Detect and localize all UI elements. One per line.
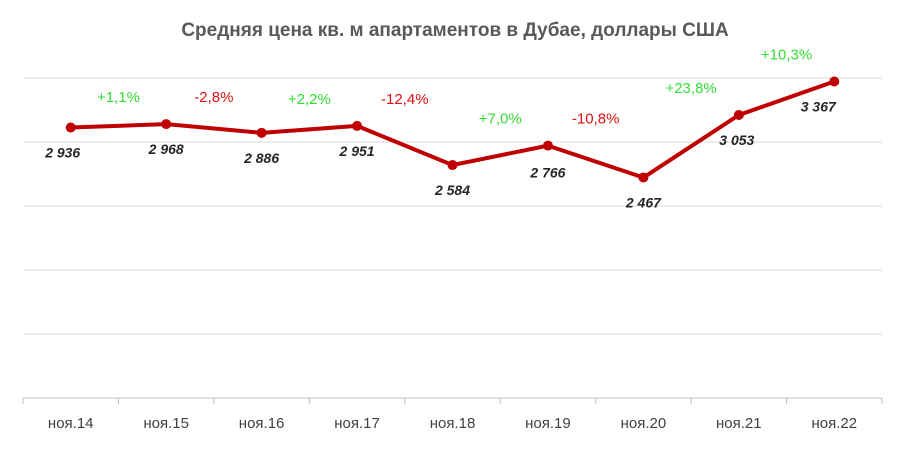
data-label: 2 951 <box>339 143 375 159</box>
change-label: -12,4% <box>381 91 429 108</box>
data-point <box>733 110 744 121</box>
x-tick-label: ноя.18 <box>430 415 476 432</box>
data-label: 2 766 <box>529 165 565 181</box>
chart-title: Средняя цена кв. м апартаментов в Дубае,… <box>181 20 729 41</box>
change-label: +23,8% <box>665 80 716 97</box>
data-point <box>542 140 553 151</box>
data-point <box>829 76 840 87</box>
data-point <box>65 122 76 133</box>
x-tick-label: ноя.15 <box>143 415 189 432</box>
change-label: -10,8% <box>572 111 620 128</box>
data-point <box>256 127 267 138</box>
x-tick-label: ноя.21 <box>716 415 762 432</box>
data-label: 3 367 <box>801 99 837 115</box>
data-label: 2 968 <box>148 141 184 157</box>
data-label: 2 886 <box>243 150 279 166</box>
x-tick-label: ноя.20 <box>621 415 667 432</box>
x-tick-label: ноя.14 <box>48 415 94 432</box>
data-label: 3 053 <box>719 132 754 148</box>
x-tick-label: ноя.19 <box>525 415 571 432</box>
x-tick-label: ноя.22 <box>811 415 857 432</box>
change-label: +7,0% <box>479 111 522 128</box>
data-point <box>638 172 649 183</box>
data-point <box>161 119 172 130</box>
data-point <box>447 160 458 171</box>
x-tick-label: ноя.17 <box>334 415 380 432</box>
data-label: 2 936 <box>44 144 80 160</box>
data-label: 2 584 <box>434 182 470 198</box>
change-label: +1,1% <box>97 89 140 106</box>
data-point <box>352 120 363 131</box>
x-tick-label: ноя.16 <box>239 415 285 432</box>
change-label: +10,3% <box>761 47 812 64</box>
data-label: 2 467 <box>625 195 662 211</box>
change-label: -2,8% <box>194 89 233 106</box>
change-label: +2,2% <box>288 91 331 108</box>
